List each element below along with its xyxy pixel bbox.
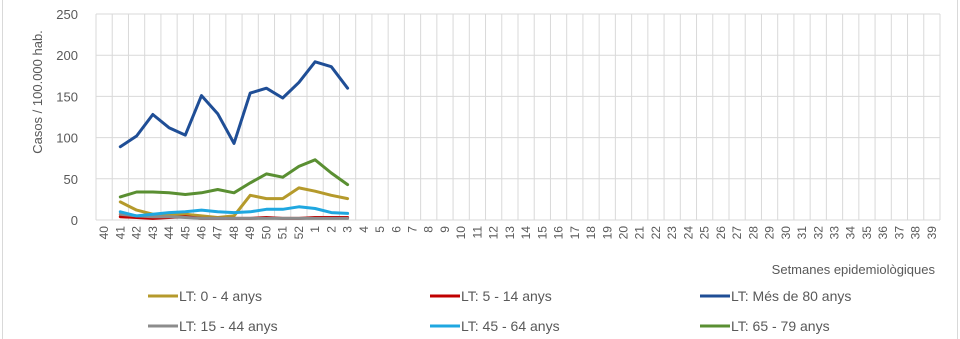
x-tick-label: 30 (779, 226, 793, 240)
y-tick-label: 200 (56, 48, 78, 63)
x-axis-label: Setmanes epidemiològiques (772, 262, 936, 277)
x-tick-label: 23 (665, 226, 679, 240)
x-tick-label: 45 (178, 226, 192, 240)
x-tick-label: 28 (746, 226, 760, 240)
x-tick-label: 10 (454, 226, 468, 240)
x-tick-label: 47 (211, 226, 225, 240)
x-tick-label: 26 (714, 226, 728, 240)
x-tick-label: 1 (308, 226, 322, 233)
x-tick-label: 51 (276, 226, 290, 240)
x-tick-label: 7 (406, 226, 420, 233)
x-tick-label: 25 (698, 226, 712, 240)
series-line-3 (118, 212, 350, 220)
y-axis-label: Casos / 100.000 hab. (30, 30, 45, 154)
x-tick-label: 40 (97, 226, 111, 240)
x-tick-label: 36 (876, 226, 890, 240)
x-tick-label: 15 (535, 226, 549, 240)
y-tick-label: 250 (56, 7, 78, 22)
x-tick-label: 35 (860, 226, 874, 240)
x-tick-label: 13 (503, 226, 517, 240)
x-tick-label: 48 (227, 226, 241, 240)
y-tick-label: 100 (56, 131, 78, 146)
x-tick-label: 50 (259, 226, 273, 240)
x-tick-label: 14 (519, 226, 533, 240)
x-tick-label: 38 (909, 226, 923, 240)
x-tick-label: 17 (568, 226, 582, 240)
x-tick-label: 31 (795, 226, 809, 240)
legend-label-5: LT: 65 - 79 anys (731, 318, 830, 334)
x-tick-label: 11 (470, 226, 484, 239)
x-tick-label: 24 (681, 226, 695, 240)
y-tick-label: 0 (71, 213, 78, 228)
x-tick-label: 18 (584, 226, 598, 240)
x-tick-label: 5 (373, 226, 387, 233)
x-tick-label: 27 (730, 226, 744, 240)
x-tick-label: 46 (195, 226, 209, 240)
grid (95, 13, 941, 221)
x-tick-label: 32 (811, 226, 825, 240)
y-axis-ticks: 0 50 100 150 200 250 (56, 7, 78, 228)
x-tick-label: 3 (341, 226, 355, 233)
x-tick-label: 16 (552, 226, 566, 240)
x-tick-label: 9 (438, 226, 452, 233)
series-line-4 (118, 205, 350, 218)
x-tick-label: 6 (389, 226, 403, 233)
x-axis-ticks: 40 41 42 43 44 45 46 47 48 49 50 51 52 1 2 3 4 5 6 7 8 9 10 11 1… (97, 226, 939, 240)
series-line-5 (118, 158, 350, 199)
x-tick-label: 8 (422, 226, 436, 233)
legend-label-4: LT: 45 - 64 anys (461, 318, 560, 334)
x-tick-label: 4 (357, 226, 371, 233)
legend-label-1: LT: 5 - 14 anys (461, 288, 552, 304)
legend: LT: 0 - 4 anys LT: 5 - 14 anys LT: Més de … (148, 288, 851, 334)
x-tick-label: 43 (146, 226, 160, 240)
chart-frame-right (957, 0, 958, 339)
x-tick-label: 37 (892, 226, 906, 240)
x-tick-label: 44 (162, 226, 176, 240)
x-tick-label: 12 (487, 226, 501, 240)
x-tick-label: 33 (828, 226, 842, 240)
legend-label-2: LT: Més de 80 anys (731, 288, 851, 304)
x-tick-label: 42 (130, 226, 144, 240)
x-tick-label: 2 (324, 226, 338, 233)
x-tick-label: 19 (600, 226, 614, 240)
series-line-2 (118, 60, 350, 149)
y-tick-label: 50 (64, 172, 78, 187)
x-tick-label: 52 (292, 226, 306, 240)
x-tick-label: 21 (633, 226, 647, 240)
x-tick-label: 34 (844, 226, 858, 240)
y-tick-label: 150 (56, 89, 78, 104)
x-tick-label: 49 (243, 226, 257, 240)
x-tick-label: 39 (925, 226, 939, 240)
chart-frame-left (2, 0, 3, 339)
x-tick-label: 41 (113, 226, 127, 240)
x-tick-label: 22 (649, 226, 663, 240)
series-lines (118, 60, 350, 220)
x-tick-label: 20 (617, 226, 631, 240)
x-tick-label: 29 (763, 226, 777, 240)
legend-label-0: LT: 0 - 4 anys (179, 288, 262, 304)
legend-label-3: LT: 15 - 44 anys (179, 318, 278, 334)
